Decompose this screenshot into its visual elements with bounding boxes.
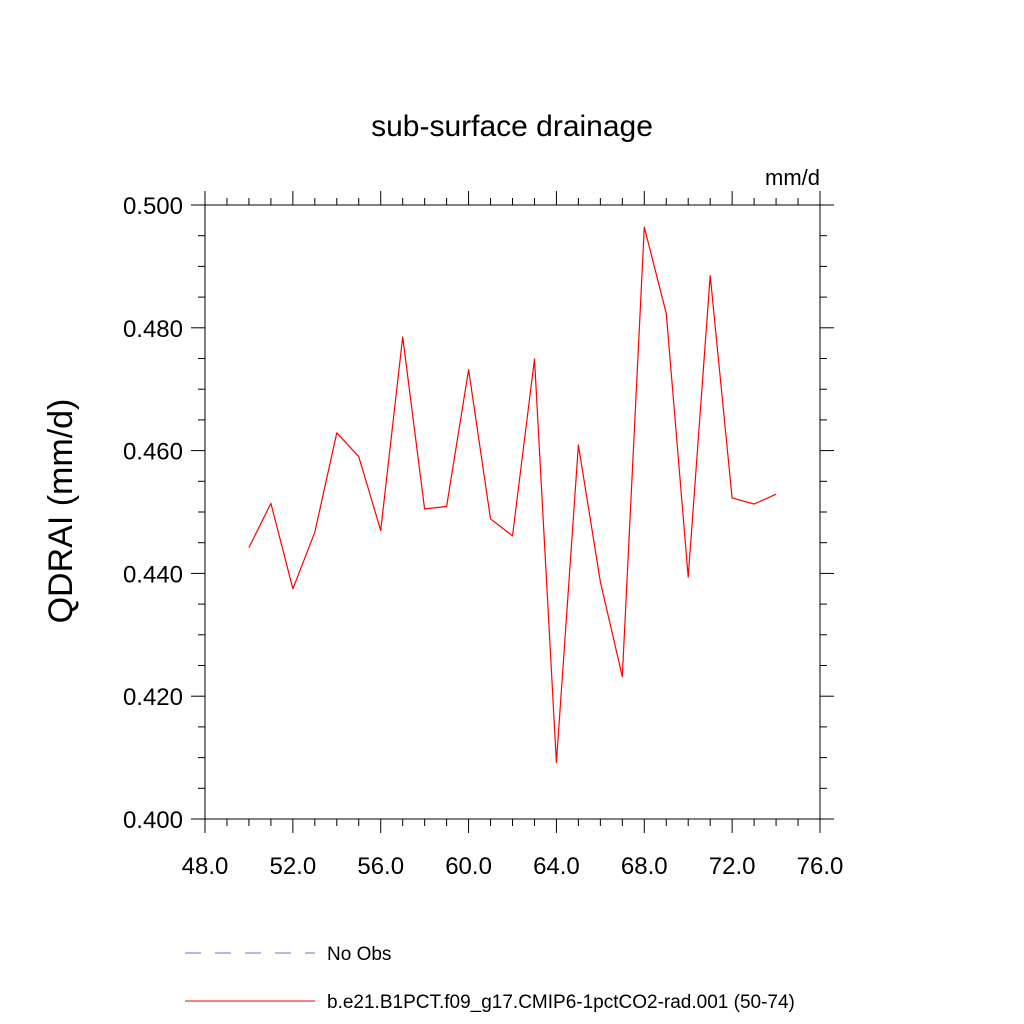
x-tick-label: 48.0 <box>182 853 229 880</box>
y-tick-label: 0.400 <box>123 807 183 834</box>
legend-label-no-obs: No Obs <box>327 944 391 965</box>
x-tick-label: 68.0 <box>621 853 668 880</box>
y-axis-label: QDRAI (mm/d) <box>42 399 80 624</box>
x-tick-label: 64.0 <box>533 853 580 880</box>
units-label: mm/d <box>765 165 820 190</box>
x-tick-label: 56.0 <box>357 853 404 880</box>
legend: No Obs b.e21.B1PCT.f09_g17.CMIP6-1pctCO2… <box>185 944 795 1013</box>
y-tick-label: 0.480 <box>123 316 183 343</box>
y-tick-label: 0.460 <box>123 439 183 466</box>
y-tick-labels: 0.400 0.420 0.440 0.460 0.480 0.500 <box>123 193 183 834</box>
plot-frame <box>204 204 821 820</box>
series-lines <box>248 226 777 764</box>
y-tick-label: 0.420 <box>123 684 183 711</box>
x-tick-label: 76.0 <box>797 853 844 880</box>
y-tick-label: 0.440 <box>123 561 183 588</box>
chart-title: sub-surface drainage <box>371 110 653 143</box>
x-tick-label: 60.0 <box>445 853 492 880</box>
axis-ticks <box>191 191 834 833</box>
y-tick-label: 0.500 <box>123 193 183 220</box>
legend-label-model: b.e21.B1PCT.f09_g17.CMIP6-1pctCO2-rad.00… <box>327 992 795 1013</box>
x-tick-label: 72.0 <box>709 853 756 880</box>
x-tick-labels: 48.0 52.0 56.0 60.0 64.0 68.0 72.0 76.0 <box>182 853 844 880</box>
series-line <box>248 226 777 764</box>
x-tick-label: 52.0 <box>269 853 316 880</box>
